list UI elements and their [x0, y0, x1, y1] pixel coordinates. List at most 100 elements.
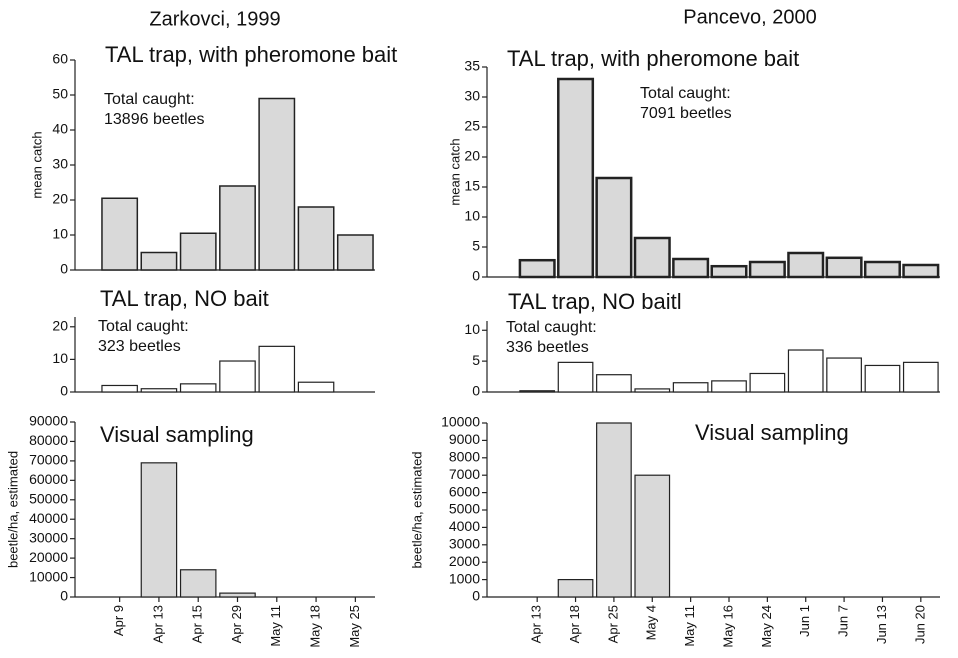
bar: [519, 390, 556, 393]
y-tick-label: 0: [472, 588, 480, 604]
y-tick-label: 5: [472, 238, 480, 254]
bar: [748, 260, 786, 279]
bar: [258, 345, 296, 393]
y-tick-label: 8000: [449, 449, 480, 465]
bar: [140, 251, 178, 271]
annotation: Total caught:: [104, 91, 195, 108]
y-tick-label: 0: [60, 383, 68, 399]
annotation: 336 beetles: [506, 339, 589, 356]
y-tick-label: 0: [60, 588, 68, 604]
y-tick-label: 10: [52, 226, 68, 242]
bar: [101, 197, 139, 271]
bar: [864, 364, 901, 393]
bar: [297, 206, 335, 271]
panel-title: TAL trap, NO baitl: [508, 289, 682, 314]
panel-title: TAL trap, with pheromone bait: [507, 46, 799, 71]
bar: [179, 383, 217, 393]
bar: [557, 578, 594, 598]
y-tick-label: 9000: [449, 431, 480, 447]
y-axis-label: mean catch: [447, 138, 462, 205]
annotation: Total caught:: [98, 318, 189, 335]
bar: [336, 234, 374, 271]
y-tick-label: 10000: [441, 414, 480, 430]
bar: [902, 263, 940, 279]
x-tick-label: Jun 7: [836, 605, 851, 637]
y-tick-label: 10: [52, 350, 68, 366]
y-tick-label: 30: [464, 88, 480, 104]
x-tick-label: May 16: [720, 605, 735, 648]
y-tick-label: 80000: [29, 432, 68, 448]
bar: [140, 462, 178, 598]
x-tick-label: Jun 20: [912, 605, 927, 644]
x-tick-label: May 24: [759, 605, 774, 648]
y-tick-label: 60000: [29, 471, 68, 487]
annotation: 323 beetles: [98, 338, 181, 355]
bar: [825, 256, 863, 279]
column-title: Zarkovci, 1999: [149, 8, 280, 30]
bar: [101, 384, 138, 393]
y-tick-label: 30: [52, 156, 68, 172]
y-tick-label: 35: [464, 58, 480, 74]
y-axis-label: mean catch: [29, 131, 44, 198]
column-title: Pancevo, 2000: [683, 6, 816, 28]
bar: [863, 260, 901, 279]
y-tick-label: 50000: [29, 490, 68, 506]
y-tick-label: 4000: [449, 518, 480, 534]
annotation: 13896 beetles: [104, 111, 205, 128]
y-tick-label: 90000: [29, 413, 68, 429]
y-tick-label: 40000: [29, 510, 68, 526]
y-tick-label: 25: [464, 118, 480, 134]
bar: [711, 380, 747, 393]
bar: [557, 77, 595, 279]
bar: [595, 176, 633, 279]
y-tick-label: 10: [464, 321, 480, 337]
bar: [219, 360, 256, 393]
bar: [787, 251, 825, 279]
annotation: 7091 beetles: [640, 105, 732, 122]
x-tick-label: Apr 15: [190, 605, 205, 643]
y-tick-label: 1000: [449, 570, 480, 586]
y-tick-label: 0: [60, 261, 68, 277]
bar: [596, 374, 632, 393]
y-tick-label: 6000: [449, 483, 480, 499]
bar: [219, 185, 256, 271]
bar: [672, 257, 710, 279]
panel-title: Visual sampling: [695, 420, 849, 445]
y-tick-label: 20: [52, 317, 68, 333]
x-tick-label: May 4: [644, 605, 659, 640]
bar: [672, 382, 709, 393]
y-tick-label: 2000: [449, 553, 480, 569]
y-tick-label: 20000: [29, 549, 68, 565]
y-tick-label: 15: [464, 178, 480, 194]
x-tick-label: May 11: [682, 605, 697, 647]
x-tick-label: Apr 9: [111, 605, 126, 636]
x-tick-label: Apr 13: [529, 605, 544, 643]
annotation: Total caught:: [506, 319, 597, 336]
y-tick-label: 70000: [29, 452, 68, 468]
x-tick-label: Apr 18: [567, 605, 582, 643]
y-tick-label: 5000: [449, 501, 480, 517]
x-tick-label: May 25: [347, 605, 362, 648]
y-tick-label: 30000: [29, 529, 68, 545]
y-tick-label: 10000: [29, 568, 68, 584]
y-tick-label: 50: [52, 86, 68, 102]
y-axis-label: beetle/ha, estimated: [5, 451, 20, 568]
panel-title: Visual sampling: [100, 422, 254, 447]
y-tick-label: 7000: [449, 466, 480, 482]
x-tick-label: Apr 13: [150, 605, 165, 643]
panel-title: TAL trap, with pheromone bait: [105, 42, 397, 67]
y-tick-label: 20: [464, 148, 480, 164]
bar: [787, 349, 824, 393]
y-tick-label: 10: [464, 208, 480, 224]
x-tick-label: Apr 25: [605, 605, 620, 643]
bar: [826, 357, 862, 393]
y-tick-label: 40: [52, 121, 68, 137]
bar: [258, 97, 296, 271]
x-tick-label: Jun 1: [797, 605, 812, 637]
bar: [518, 258, 556, 279]
annotation: Total caught:: [640, 85, 731, 102]
panel-title: TAL trap, NO bait: [100, 286, 269, 311]
x-tick-label: Apr 29: [229, 605, 244, 643]
bar: [140, 388, 178, 393]
